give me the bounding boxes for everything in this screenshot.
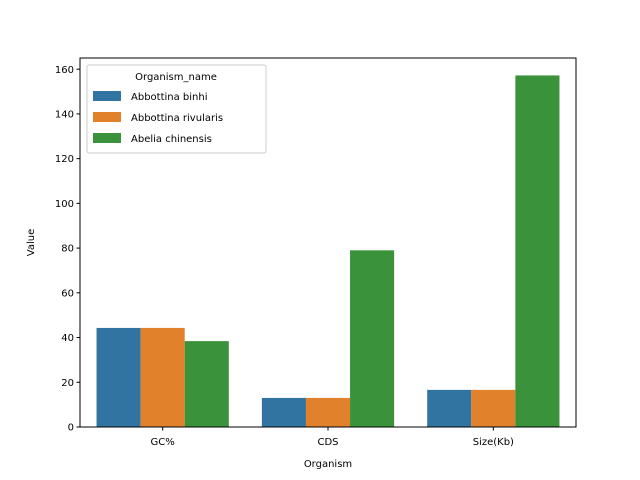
x-tick-label: Size(Kb) bbox=[473, 437, 514, 448]
y-tick-label: 20 bbox=[61, 378, 74, 389]
legend-swatch bbox=[93, 133, 121, 143]
legend-title: Organism_name bbox=[135, 72, 217, 83]
legend-label: Abbottina rivularis bbox=[131, 113, 223, 124]
x-axis-label: Organism bbox=[304, 459, 352, 470]
bars-group bbox=[96, 75, 560, 427]
bar-3-1 bbox=[184, 341, 229, 427]
y-tick-label: 100 bbox=[55, 199, 74, 210]
y-tick-label: 40 bbox=[61, 333, 74, 344]
y-tick-label: 140 bbox=[55, 110, 74, 121]
bar-1-1 bbox=[96, 327, 141, 427]
legend-swatch bbox=[93, 112, 121, 122]
legend-label: Abelia chinensis bbox=[131, 134, 212, 145]
x-tick-label: GC% bbox=[151, 437, 175, 448]
legend-label: Abbottina binhi bbox=[131, 92, 208, 103]
y-tick-label: 60 bbox=[61, 288, 74, 299]
bar-1-2 bbox=[261, 397, 306, 427]
y-tick-label: 0 bbox=[68, 423, 74, 434]
bar-2-3 bbox=[471, 389, 516, 427]
legend-box bbox=[86, 64, 267, 154]
legend: Organism_name Abbottina binhi Abbottina r… bbox=[86, 64, 267, 154]
legend-items: Abbottina binhi Abbottina rivularis Abelia… bbox=[93, 91, 223, 145]
bar-3-3 bbox=[515, 75, 560, 427]
x-tick-label: CDS bbox=[317, 437, 338, 448]
x-axis-ticks: GC% CDS Size(Kb) bbox=[151, 427, 514, 448]
y-tick-label: 160 bbox=[55, 65, 74, 76]
legend-swatch bbox=[93, 91, 121, 101]
bar-1-3 bbox=[427, 389, 472, 427]
bar-2-2 bbox=[305, 397, 351, 427]
y-axis-label: Value bbox=[26, 229, 37, 256]
bar-2-1 bbox=[140, 327, 185, 427]
y-tick-label: 120 bbox=[55, 154, 74, 165]
bar-3-2 bbox=[350, 250, 395, 427]
y-tick-label: 80 bbox=[61, 244, 74, 255]
y-axis-ticks: 0 20 40 60 80 100 120 140 160 bbox=[55, 65, 80, 434]
